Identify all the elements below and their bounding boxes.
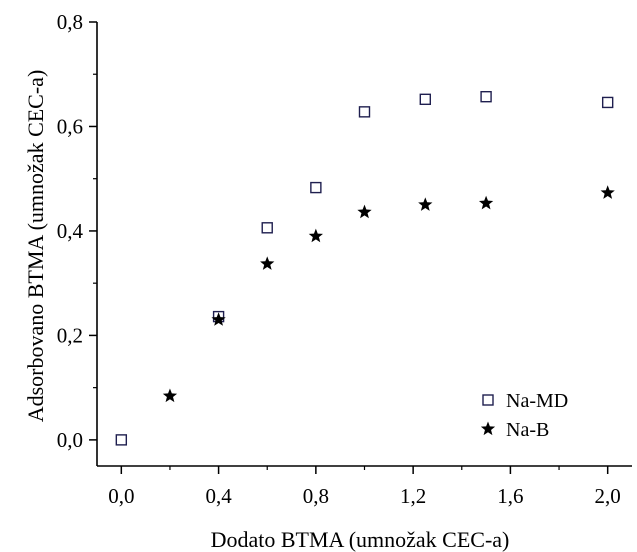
data-point — [162, 388, 178, 403]
x-axis-title: Dodato BTMA (umnožak CEC-a) — [211, 527, 510, 552]
data-point — [357, 204, 372, 219]
data-point — [418, 197, 433, 211]
legend-label: Na-MD — [506, 390, 568, 412]
data-point — [260, 256, 275, 270]
y-tick-label: 0,4 — [57, 219, 84, 243]
data-point — [261, 222, 273, 234]
data-point — [358, 106, 371, 118]
y-tick-label: 0,8 — [57, 10, 83, 34]
legend-label: Na-B — [506, 419, 549, 441]
x-axis-ticks: 0,0 0,4 0,8 1,2 1,6 2,0 — [108, 466, 621, 508]
x-tick-label: 1,2 — [400, 484, 426, 508]
y-axis-ticks: 0,0 0,2 0,4 0,6 0,8 — [57, 10, 97, 452]
data-point — [115, 434, 128, 446]
data-point — [601, 96, 614, 109]
x-tick-label: 1,6 — [497, 484, 523, 508]
series-na-b — [162, 185, 615, 403]
y-axis-title: Adsorbovano BTMA (umnožak CEC-a) — [23, 70, 48, 423]
data-point — [211, 312, 226, 326]
data-point — [478, 195, 494, 210]
y-tick-label: 0,6 — [57, 114, 83, 138]
x-tick-label: 0,4 — [205, 484, 232, 508]
y-tick-label: 0,2 — [57, 323, 83, 347]
x-tick-label: 0,0 — [108, 484, 134, 508]
legend: Na-MD Na-B — [480, 390, 568, 441]
x-tick-label: 2,0 — [595, 484, 621, 508]
x-tick-label: 0,8 — [303, 484, 329, 508]
data-point — [600, 185, 615, 199]
legend-marker — [482, 394, 494, 406]
legend-marker — [480, 421, 496, 436]
data-series — [115, 90, 615, 446]
y-tick-label: 0,0 — [57, 428, 83, 452]
data-point — [310, 181, 322, 194]
data-point — [480, 90, 492, 103]
data-point — [419, 93, 431, 106]
data-point — [308, 228, 323, 243]
